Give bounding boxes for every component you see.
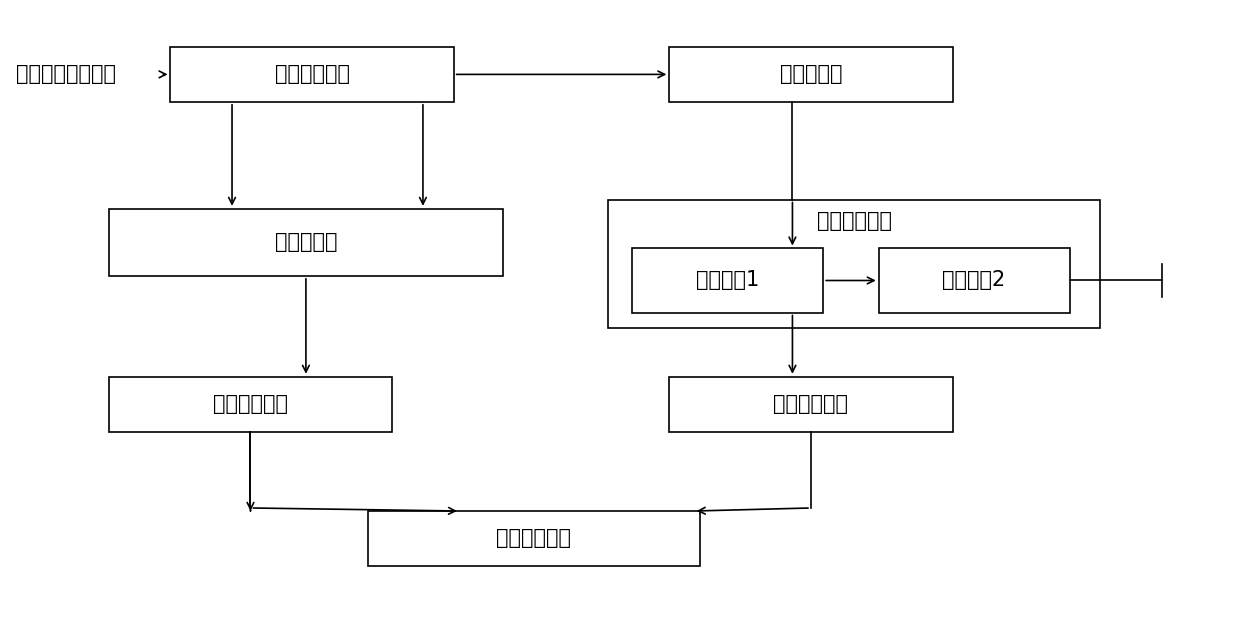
Text: 第一采样单元: 第一采样单元: [213, 394, 288, 414]
Bar: [367, 511, 701, 566]
Text: 功耗计算单元: 功耗计算单元: [496, 529, 572, 548]
Text: 外部供电电源电压: 外部供电电源电压: [16, 64, 117, 84]
Text: 电流采样电阵: 电流采样电阵: [274, 64, 350, 84]
Text: 电压采样电阵: 电压采样电阵: [816, 210, 892, 230]
Text: 差分放大器: 差分放大器: [275, 232, 337, 253]
Bar: [109, 209, 503, 276]
Bar: [608, 199, 1100, 328]
Bar: [109, 377, 392, 431]
Bar: [632, 248, 823, 313]
Bar: [879, 248, 1070, 313]
Bar: [670, 47, 952, 102]
Text: 分压电阶2: 分压电阶2: [942, 271, 1006, 290]
Text: 被测光模块: 被测光模块: [780, 64, 842, 84]
Bar: [170, 47, 454, 102]
Text: 分压电阶1: 分压电阶1: [696, 271, 759, 290]
Bar: [670, 377, 952, 431]
Text: 第二采样单元: 第二采样单元: [774, 394, 848, 414]
